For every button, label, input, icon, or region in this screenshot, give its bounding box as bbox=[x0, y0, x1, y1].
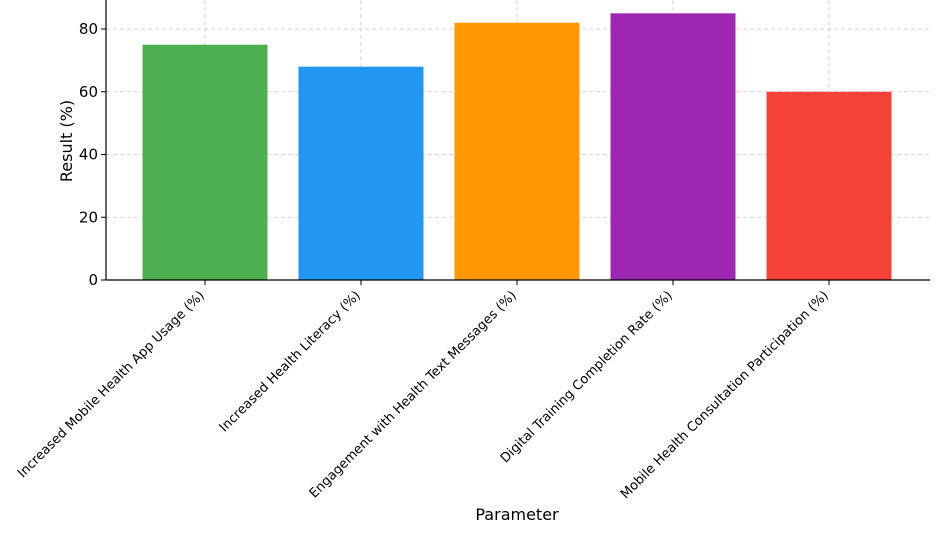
bars bbox=[142, 13, 892, 281]
x-ticks: Increased Mobile Health App Usage (%) Inc… bbox=[15, 280, 832, 502]
x-axis-title: Parameter bbox=[475, 505, 559, 524]
bar bbox=[610, 13, 736, 280]
x-tick-label: Increased Health Literacy (%) bbox=[217, 288, 364, 435]
x-tick-label: Increased Mobile Health App Usage (%) bbox=[15, 288, 208, 481]
bar bbox=[766, 91, 892, 280]
x-tick-label: Digital Training Completion Rate (%) bbox=[498, 288, 676, 466]
y-ticks: 0 20 40 60 80 bbox=[79, 20, 106, 289]
y-tick-label: 80 bbox=[79, 20, 98, 38]
bar bbox=[454, 22, 580, 281]
y-tick-label: 60 bbox=[79, 83, 98, 101]
axes bbox=[105, 0, 930, 281]
bar bbox=[298, 66, 424, 281]
y-tick-label: 20 bbox=[79, 208, 98, 226]
y-axis-title: Result (%) bbox=[57, 100, 76, 182]
bar bbox=[142, 44, 268, 280]
y-tick-label: 0 bbox=[88, 271, 98, 289]
y-tick-label: 40 bbox=[79, 146, 98, 164]
